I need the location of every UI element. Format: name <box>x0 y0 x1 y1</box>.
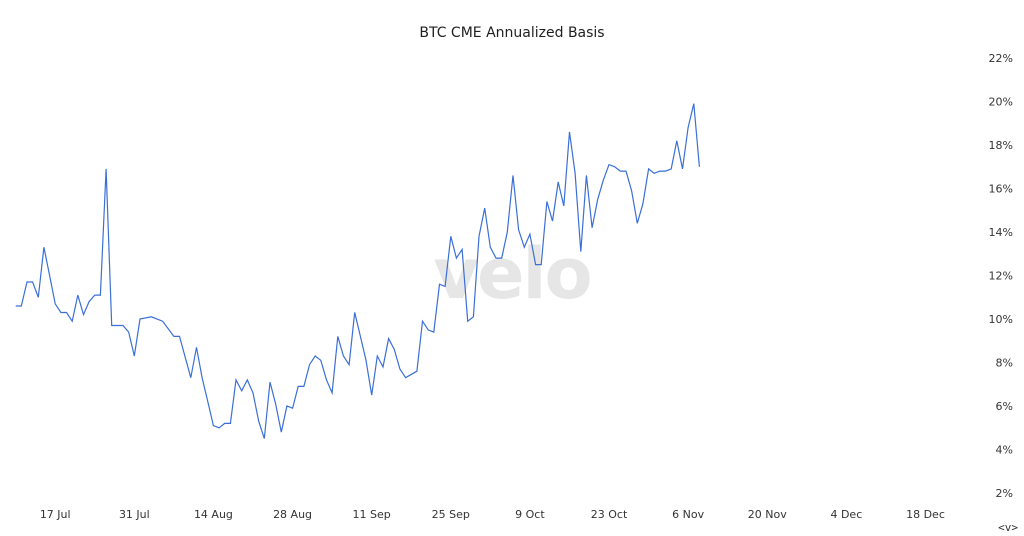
x-tick-label: 4 Dec <box>830 508 862 521</box>
x-tick-label: 14 Aug <box>194 508 233 521</box>
x-tick-label: 20 Nov <box>748 508 787 521</box>
y-tick-label: 14% <box>989 226 1013 239</box>
y-tick-label: 20% <box>989 96 1013 109</box>
y-tick-label: 22% <box>989 52 1013 65</box>
chart-title: BTC CME Annualized Basis <box>419 25 604 41</box>
y-tick-label: 16% <box>989 183 1013 196</box>
watermark: velo <box>433 233 590 315</box>
x-tick-label: 18 Dec <box>906 508 945 521</box>
y-tick-label: 6% <box>996 400 1013 413</box>
y-axis: 2% 4% 6% 8% 10% 12% 14% 16% 18% 20% 22% <box>989 52 1013 500</box>
y-tick-label: 12% <box>989 270 1013 283</box>
y-tick-label: 4% <box>996 444 1013 457</box>
y-tick-label: 8% <box>996 357 1013 370</box>
y-tick-label: 18% <box>989 139 1013 152</box>
x-tick-label: 17 Jul <box>40 508 71 521</box>
x-tick-label: 28 Aug <box>273 508 312 521</box>
y-tick-label: 2% <box>996 487 1013 500</box>
x-tick-label: 31 Jul <box>119 508 150 521</box>
series-line <box>15 103 700 439</box>
x-tick-label: 23 Oct <box>591 508 628 521</box>
x-tick-label: 6 Nov <box>672 508 704 521</box>
x-tick-label: 11 Sep <box>353 508 391 521</box>
x-tick-label: 9 Oct <box>515 508 545 521</box>
x-axis: 17 Jul 31 Jul 14 Aug 28 Aug 11 Sep 25 Sep 9 Oc… <box>40 508 945 521</box>
y-tick-label: 10% <box>989 313 1013 326</box>
x-tick-label: 25 Sep <box>432 508 470 521</box>
chart-nav-arrows[interactable]: <v> <box>998 521 1018 534</box>
